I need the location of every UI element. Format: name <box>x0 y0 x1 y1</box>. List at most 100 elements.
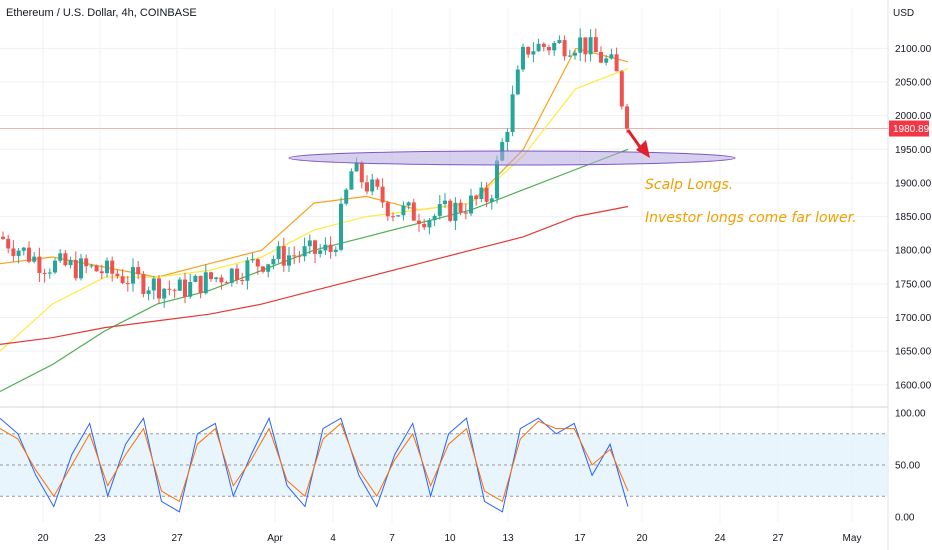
y-tick-label: 1600.00 <box>895 380 932 391</box>
candle <box>604 58 609 63</box>
y-tick-label: 1700.00 <box>895 313 932 324</box>
candle <box>370 179 375 192</box>
y-tick-label: 1850.00 <box>895 212 932 223</box>
candle <box>47 272 52 274</box>
y-tick-label: 2000.00 <box>895 111 932 122</box>
candle <box>1 236 5 239</box>
candle <box>489 198 494 202</box>
candle <box>261 266 265 272</box>
candle <box>37 256 42 273</box>
candle <box>469 195 473 214</box>
candle <box>287 255 291 266</box>
y-tick-label: 1750.00 <box>895 279 932 290</box>
candle <box>536 43 541 52</box>
candle <box>276 246 281 260</box>
x-tick-label: 10 <box>444 533 456 544</box>
candle <box>151 278 156 291</box>
candle <box>177 279 182 291</box>
x-tick-label: May <box>843 533 862 544</box>
candle <box>255 259 260 267</box>
last-price-badge <box>889 120 929 137</box>
y-tick-label: 2050.00 <box>895 78 932 89</box>
candle <box>235 268 239 281</box>
candle <box>359 162 364 183</box>
candle <box>323 244 328 251</box>
candle <box>313 240 317 254</box>
candle <box>307 240 312 247</box>
candle <box>463 212 468 214</box>
candle <box>484 187 489 202</box>
support-zone-ellipse <box>288 150 736 166</box>
candle <box>42 272 47 274</box>
candle <box>609 54 614 59</box>
last-price-label: 1980.89 <box>893 124 930 135</box>
candle <box>209 272 213 280</box>
candle <box>391 216 395 218</box>
candle <box>141 274 146 294</box>
candle <box>521 46 525 70</box>
candle <box>625 106 629 129</box>
candle <box>396 215 401 217</box>
candle <box>224 282 229 284</box>
y-tick-label: 1900.00 <box>895 178 932 189</box>
candle <box>302 246 307 257</box>
candle <box>380 186 385 203</box>
x-tick-label: 27 <box>171 533 183 544</box>
candle <box>344 189 349 204</box>
ma-slow-line <box>0 148 629 393</box>
candle <box>6 238 11 249</box>
candle <box>125 283 130 285</box>
x-tick-label: 17 <box>574 533 586 544</box>
candle <box>157 278 161 299</box>
y-tick-label: 2100.00 <box>895 44 932 55</box>
chart-title: Ethereum / U.S. Dollar, 4h, COINBASE <box>6 7 197 19</box>
candle <box>16 250 21 256</box>
candle <box>188 281 193 297</box>
candle <box>495 160 499 199</box>
candle <box>573 52 577 56</box>
candle <box>32 256 37 262</box>
moving-average-layer <box>0 47 629 393</box>
candle <box>229 268 234 283</box>
candle <box>427 220 432 228</box>
candle <box>89 265 94 267</box>
candle <box>84 258 89 267</box>
y-tick-label: 1950.00 <box>895 145 932 156</box>
candle <box>292 255 297 257</box>
candle <box>339 203 343 250</box>
candle <box>115 273 120 277</box>
candle <box>219 277 224 283</box>
annotation-investor-longs: Investor longs come far lower. <box>645 210 857 226</box>
candle <box>578 37 583 53</box>
x-tick-label: 7 <box>389 533 395 544</box>
candle <box>136 267 141 275</box>
candle <box>510 94 515 132</box>
candle-layer[interactable] <box>1 28 629 308</box>
candle <box>531 51 536 55</box>
candle <box>557 40 562 44</box>
oscillator-layer <box>0 416 888 513</box>
oscillator-d-line <box>0 420 629 503</box>
candle <box>526 46 531 55</box>
candle <box>593 37 598 53</box>
candle <box>58 253 63 261</box>
candle <box>162 288 167 299</box>
y-tick-label: 1650.00 <box>895 347 932 358</box>
arrow-head <box>636 140 650 158</box>
candle <box>240 280 245 282</box>
candle <box>515 69 520 95</box>
candle <box>541 43 546 48</box>
candle <box>172 289 177 291</box>
candle <box>619 71 624 107</box>
candle <box>479 187 484 200</box>
candle <box>406 202 411 206</box>
candle <box>183 279 187 297</box>
candle <box>567 55 572 57</box>
oscillator-y-tick-label: 0.00 <box>895 513 915 524</box>
candle <box>443 200 447 204</box>
candle <box>250 259 255 261</box>
x-tick-label: 23 <box>94 533 106 544</box>
candle <box>453 202 458 221</box>
candle <box>198 275 203 294</box>
